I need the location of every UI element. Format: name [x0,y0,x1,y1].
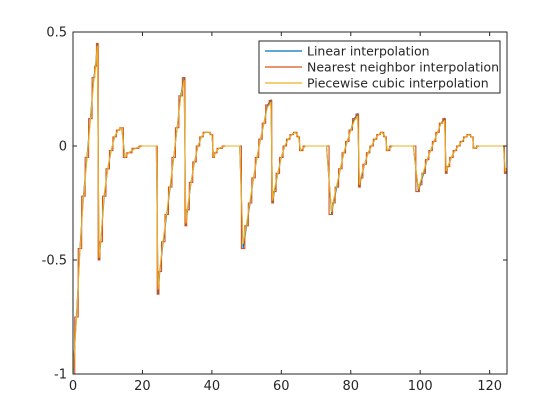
x-tick-label: 20 [134,379,151,394]
axes-box [72,31,508,375]
x-tick-label: 80 [342,379,359,394]
y-tick-label: -0.5 [42,254,67,269]
y-tick-label: 0.5 [46,26,67,41]
legend-label-cubic: Piecewise cubic interpolation [307,76,489,91]
x-tick-label: 120 [477,379,502,394]
legend-label-linear: Linear interpolation [307,44,430,59]
series-layer [73,42,507,374]
y-axis: -1 -0.5 0 0.5 [42,26,507,383]
series-line-cubic [73,45,507,374]
x-tick-label: 60 [273,379,290,394]
plot-area [73,42,507,374]
legend-label-nearest: Nearest neighbor interpolation [307,60,499,75]
y-tick-label: -1 [54,368,67,383]
y-tick-label: 0 [59,140,67,155]
x-tick-label: 0 [69,379,77,394]
legend: Linear interpolation Nearest neighbor in… [258,40,501,94]
x-tick-label: 40 [204,379,221,394]
x-axis: 0 20 40 60 80 100 120 [69,32,502,394]
x-tick-label: 100 [408,379,433,394]
